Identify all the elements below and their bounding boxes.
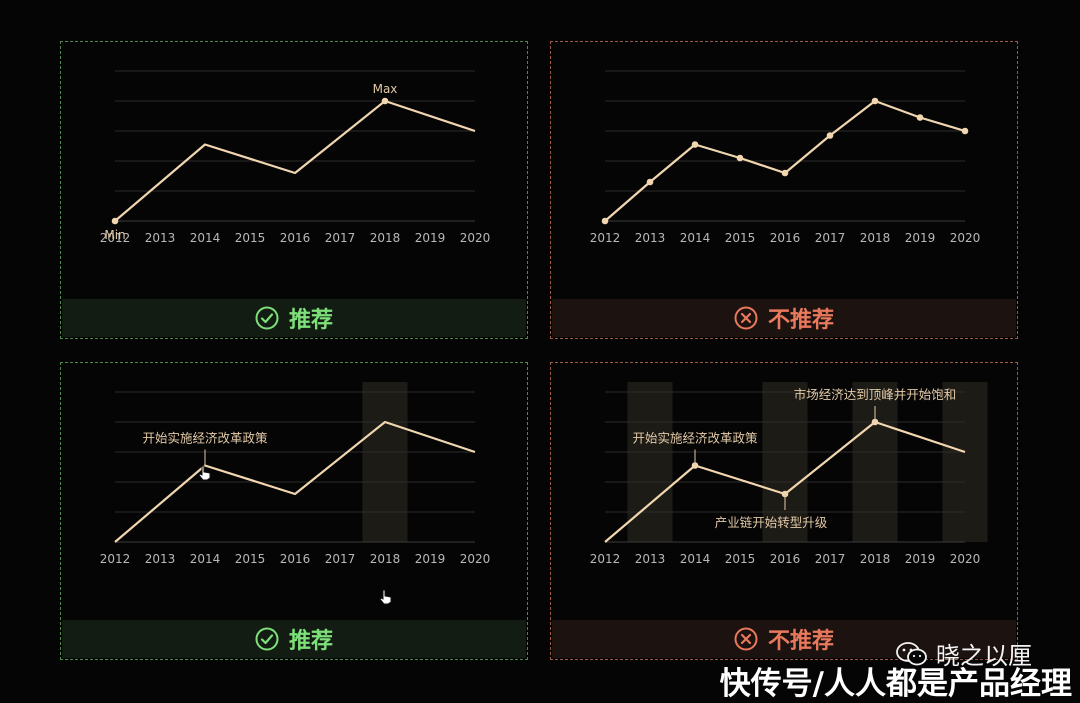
x-tick-label: 2013 [145,552,176,566]
x-tick-label: 2012 [590,231,621,245]
x-tick-label: 2013 [635,231,666,245]
x-tick-label: 2013 [145,231,176,245]
x-tick-label: 2019 [905,231,936,245]
x-tick-label: 2020 [460,552,491,566]
x-tick-label: 2020 [950,231,981,245]
chart-panel-2: 2012 2013 2014 2015 2016 2017 2018 2019 2020 不推荐 [550,41,1018,339]
annotation-label: Min [104,228,125,242]
chart-panel-4: 2012 2013 2014 2015 2016 2017 2018 2019 2020 开始实施… [550,362,1018,660]
wechat-account-name: 晓之以厘 [936,642,1032,670]
x-tick-label: 2019 [905,552,936,566]
wechat-watermark: 晓之以厘 [896,636,1032,671]
highlight-band [762,382,808,542]
data-point [646,178,654,186]
x-tick-label: 2014 [680,552,711,566]
verdict-bar-3: 推荐 [62,620,526,658]
x-tick-label: 2015 [235,231,266,245]
x-tick-label: 2014 [190,231,221,245]
highlight-band [942,382,988,542]
check-circle-icon [255,627,279,651]
x-tick-label: 2015 [725,231,756,245]
data-point [871,97,879,105]
data-point [961,127,969,135]
x-tick-label: 2020 [950,552,981,566]
verdict-label-1: 推荐 [288,308,333,333]
x-tick-label: 2015 [235,552,266,566]
data-point [736,154,744,162]
chart-3: 2012 2013 2014 2015 2016 2017 2018 2019 2020 开始实施… [100,382,491,566]
x-tick-label: 2019 [415,231,446,245]
annotation-label: 产业链开始转型升级 [715,515,828,530]
data-point [691,141,699,148]
x-tick-label: 2012 [590,552,621,566]
x-tick-label: 2017 [815,552,846,566]
data-point [601,217,609,225]
highlight-band [362,382,408,542]
x-tick-label: 2017 [325,552,356,566]
x-tick-label: 2018 [860,231,891,245]
x-circle-icon [734,627,758,651]
x-tick-label: 2015 [725,552,756,566]
chart-panel-1: 2012 2013 2014 2015 2016 2017 2018 2019 2020 Min M… [60,41,528,339]
x-tick-label: 2016 [770,231,801,245]
data-point [111,217,119,225]
hand-cursor-icon [198,465,211,481]
x-tick-label: 2017 [815,231,846,245]
x-tick-label: 2018 [370,231,401,245]
wechat-icon [896,641,927,665]
data-point [781,169,789,177]
footer-source: 快传号/人人都是产品经理 [719,666,1072,702]
annotation-label: 开始实施经济改革政策 [142,431,268,446]
verdict-bar-1: 推荐 [62,299,526,337]
data-point [381,97,389,105]
x-tick-label: 2012 [100,552,131,566]
verdict-label-3: 推荐 [288,629,333,654]
annotation-label: 开始实施经济改革政策 [632,431,758,446]
x-tick-label: 2016 [280,552,311,566]
chart-2: 2012 2013 2014 2015 2016 2017 2018 2019 2020 [590,70,981,245]
data-point [826,132,834,139]
hand-cursor-icon [379,589,392,605]
x-tick-label: 2020 [460,231,491,245]
check-circle-icon [255,306,279,330]
x-tick-label: 2018 [860,552,891,566]
x-tick-label: 2012 [100,231,131,245]
series-line [114,420,476,543]
x-tick-label: 2014 [190,552,221,566]
x-tick-label: 2019 [415,552,446,566]
chart-4: 2012 2013 2014 2015 2016 2017 2018 2019 2020 开始实施… [590,382,988,566]
verdict-label-2: 不推荐 [767,308,834,333]
chart-1: 2012 2013 2014 2015 2016 2017 2018 2019 2020 Min M… [100,70,491,245]
x-circle-icon [734,306,758,330]
x-tick-label: 2017 [325,231,356,245]
annotation-label: 市场经济达到顶峰并开始饱和 [794,387,957,402]
verdict-label-4: 不推荐 [767,629,834,654]
x-tick-label: 2016 [280,231,311,245]
x-tick-label: 2013 [635,552,666,566]
series-line [114,99,476,222]
x-tick-label: 2018 [370,552,401,566]
data-point [916,114,924,121]
verdict-bar-2: 不推荐 [552,299,1016,337]
x-tick-label: 2014 [680,231,711,245]
chart-panel-3: 2012 2013 2014 2015 2016 2017 2018 2019 2020 开始实施… [60,362,528,660]
verdict-bar-4: 不推荐 [552,620,1016,658]
x-tick-label: 2016 [770,552,801,566]
annotation-label: Max [373,82,398,96]
